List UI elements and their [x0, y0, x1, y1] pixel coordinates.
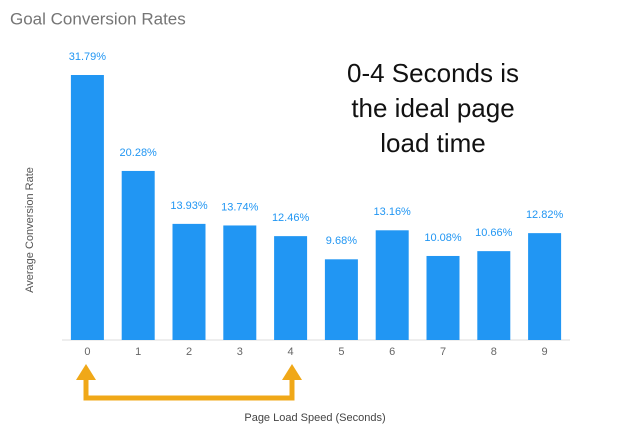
value-label: 20.28% — [120, 147, 158, 159]
x-tick-label: 3 — [237, 346, 243, 358]
x-tick-label: 2 — [186, 346, 192, 358]
annotation: 0-4 Seconds is the ideal page load time — [347, 58, 519, 158]
bar — [528, 233, 562, 340]
arrow-head — [76, 364, 96, 380]
bar — [477, 251, 511, 340]
bar — [274, 236, 308, 340]
range-arrow — [76, 364, 302, 401]
value-label: 9.68% — [326, 235, 357, 247]
y-axis-label: Average Conversion Rate — [24, 167, 36, 293]
bar — [426, 255, 460, 340]
x-tick-label: 6 — [389, 346, 395, 358]
value-label: 31.79% — [69, 51, 107, 63]
value-label: 13.16% — [374, 206, 412, 218]
chart-title: Goal Conversion Rates — [10, 9, 186, 28]
value-label: 12.46% — [272, 212, 310, 224]
bar — [324, 259, 358, 340]
x-tick-label: 1 — [135, 346, 141, 358]
value-label: 12.82% — [526, 209, 564, 221]
annotation-line: the ideal page — [351, 93, 514, 123]
x-tick-label: 9 — [542, 346, 548, 358]
bar — [121, 170, 155, 340]
x-tick-label: 8 — [491, 346, 497, 358]
x-axis-label: Page Load Speed (Seconds) — [244, 412, 385, 424]
x-tick-label: 5 — [338, 346, 344, 358]
value-label: 13.74% — [221, 201, 259, 213]
bar — [375, 230, 409, 340]
annotation-line: load time — [380, 128, 486, 158]
value-label: 13.93% — [170, 200, 208, 212]
value-label: 10.08% — [424, 232, 462, 244]
bar — [70, 75, 104, 340]
x-tick-label: 0 — [84, 346, 90, 358]
x-tick-label: 4 — [288, 346, 294, 358]
annotation-line: 0-4 Seconds is — [347, 58, 519, 88]
bar — [223, 225, 257, 340]
arrow-bracket — [83, 378, 295, 401]
arrow-head — [282, 364, 302, 380]
x-tick-label: 7 — [440, 346, 446, 358]
value-label: 10.66% — [475, 227, 513, 239]
bar — [172, 223, 206, 340]
